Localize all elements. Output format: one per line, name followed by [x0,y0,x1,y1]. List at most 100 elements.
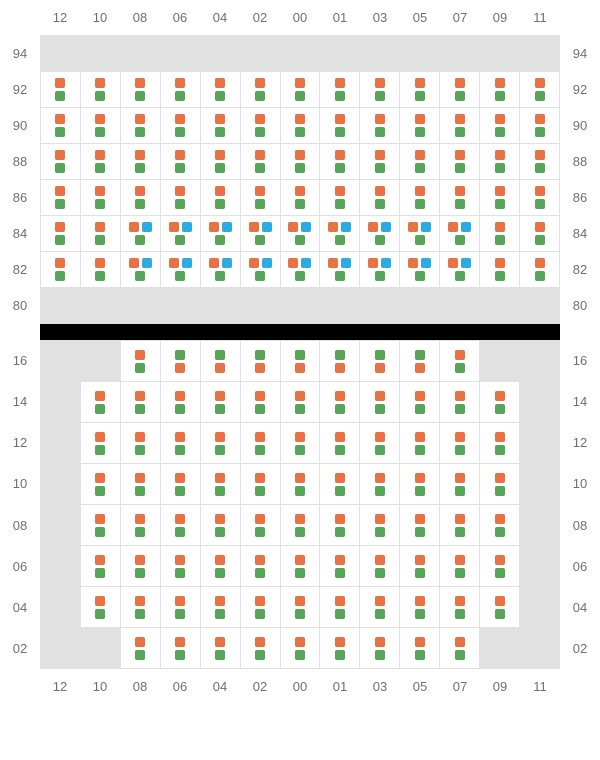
marker [341,222,351,232]
marker [375,432,385,442]
marker [455,199,465,209]
marker [375,650,385,660]
cell [281,587,321,628]
marker [455,568,465,578]
cell [480,288,520,324]
marker [495,271,505,281]
marker [135,199,145,209]
marker [535,258,545,268]
col-label: 02 [240,0,280,35]
cell [41,382,81,423]
col-label: 00 [280,0,320,35]
marker [495,486,505,496]
cell [281,72,321,108]
marker [135,91,145,101]
marker [295,91,305,101]
marker [461,222,471,232]
marker [455,127,465,137]
cell [480,216,520,252]
marker [328,258,338,268]
cell [480,72,520,108]
marker [135,527,145,537]
marker [495,527,505,537]
marker [182,258,192,268]
marker [295,199,305,209]
cell [520,587,560,628]
cell [480,628,520,669]
marker [335,163,345,173]
bottom-section: 1614121008060402 1614121008060402 [0,340,600,669]
cell [281,546,321,587]
marker [215,199,225,209]
marker [95,555,105,565]
marker [295,596,305,606]
marker [535,150,545,160]
marker [415,609,425,619]
cell [320,546,360,587]
marker [375,127,385,137]
cell [81,464,121,505]
cell [161,423,201,464]
cell [440,72,480,108]
cell [161,587,201,628]
cell [480,546,520,587]
marker [255,514,265,524]
cell [81,546,121,587]
marker [295,568,305,578]
marker [375,163,385,173]
marker [415,432,425,442]
cell [81,382,121,423]
grid-top [40,35,560,324]
cell [281,341,321,382]
marker [335,391,345,401]
row-label: 86 [560,180,600,216]
marker [255,637,265,647]
marker [135,78,145,88]
marker [295,445,305,455]
cell [400,36,440,72]
cell [400,108,440,144]
marker [495,473,505,483]
cell [360,464,400,505]
row-label: 08 [0,505,40,546]
marker [495,150,505,160]
marker [455,350,465,360]
cell [440,423,480,464]
marker [375,350,385,360]
cell [400,252,440,288]
marker [495,127,505,137]
marker [175,271,185,281]
cell [121,288,161,324]
cell [201,216,241,252]
marker [375,445,385,455]
marker [209,222,219,232]
marker [175,473,185,483]
cell [41,180,81,216]
marker [215,127,225,137]
row-label: 94 [0,35,40,71]
marker [408,258,418,268]
cell [41,464,81,505]
cell [400,144,440,180]
row-label: 90 [0,107,40,143]
marker [95,91,105,101]
marker [175,555,185,565]
cell [161,464,201,505]
marker [175,199,185,209]
cell [161,505,201,546]
cell [241,587,281,628]
cell [320,505,360,546]
marker [215,609,225,619]
marker [415,391,425,401]
marker [255,568,265,578]
row-label: 16 [0,340,40,381]
cell [201,587,241,628]
cell [161,144,201,180]
marker [368,258,378,268]
marker [95,404,105,414]
marker [335,186,345,196]
marker [95,114,105,124]
marker [295,404,305,414]
marker [95,568,105,578]
marker [495,609,505,619]
